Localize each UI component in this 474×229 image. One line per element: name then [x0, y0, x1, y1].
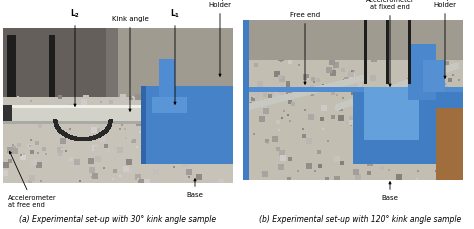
Text: (b) Experimental set-up with 120° kink angle sample: (b) Experimental set-up with 120° kink a…	[259, 215, 461, 224]
Text: Free end: Free end	[290, 12, 320, 84]
Text: Accelerometer
at fixed end: Accelerometer at fixed end	[365, 0, 414, 86]
Text: Sample
Holder: Sample Holder	[432, 0, 458, 78]
Text: Base: Base	[187, 179, 203, 198]
Text: Accelerometer
at free end: Accelerometer at free end	[8, 151, 56, 208]
Text: $\mathbf{L_2}$: $\mathbf{L_2}$	[70, 8, 80, 106]
Text: Base: Base	[382, 182, 399, 201]
Text: $\mathbf{L_1}$: $\mathbf{L_1}$	[170, 8, 180, 104]
Text: Kink angle: Kink angle	[111, 16, 148, 111]
Text: Sample
Holder: Sample Holder	[207, 0, 233, 76]
Text: (a) Experimental set-up with 30° kink angle sample: (a) Experimental set-up with 30° kink an…	[19, 215, 217, 224]
